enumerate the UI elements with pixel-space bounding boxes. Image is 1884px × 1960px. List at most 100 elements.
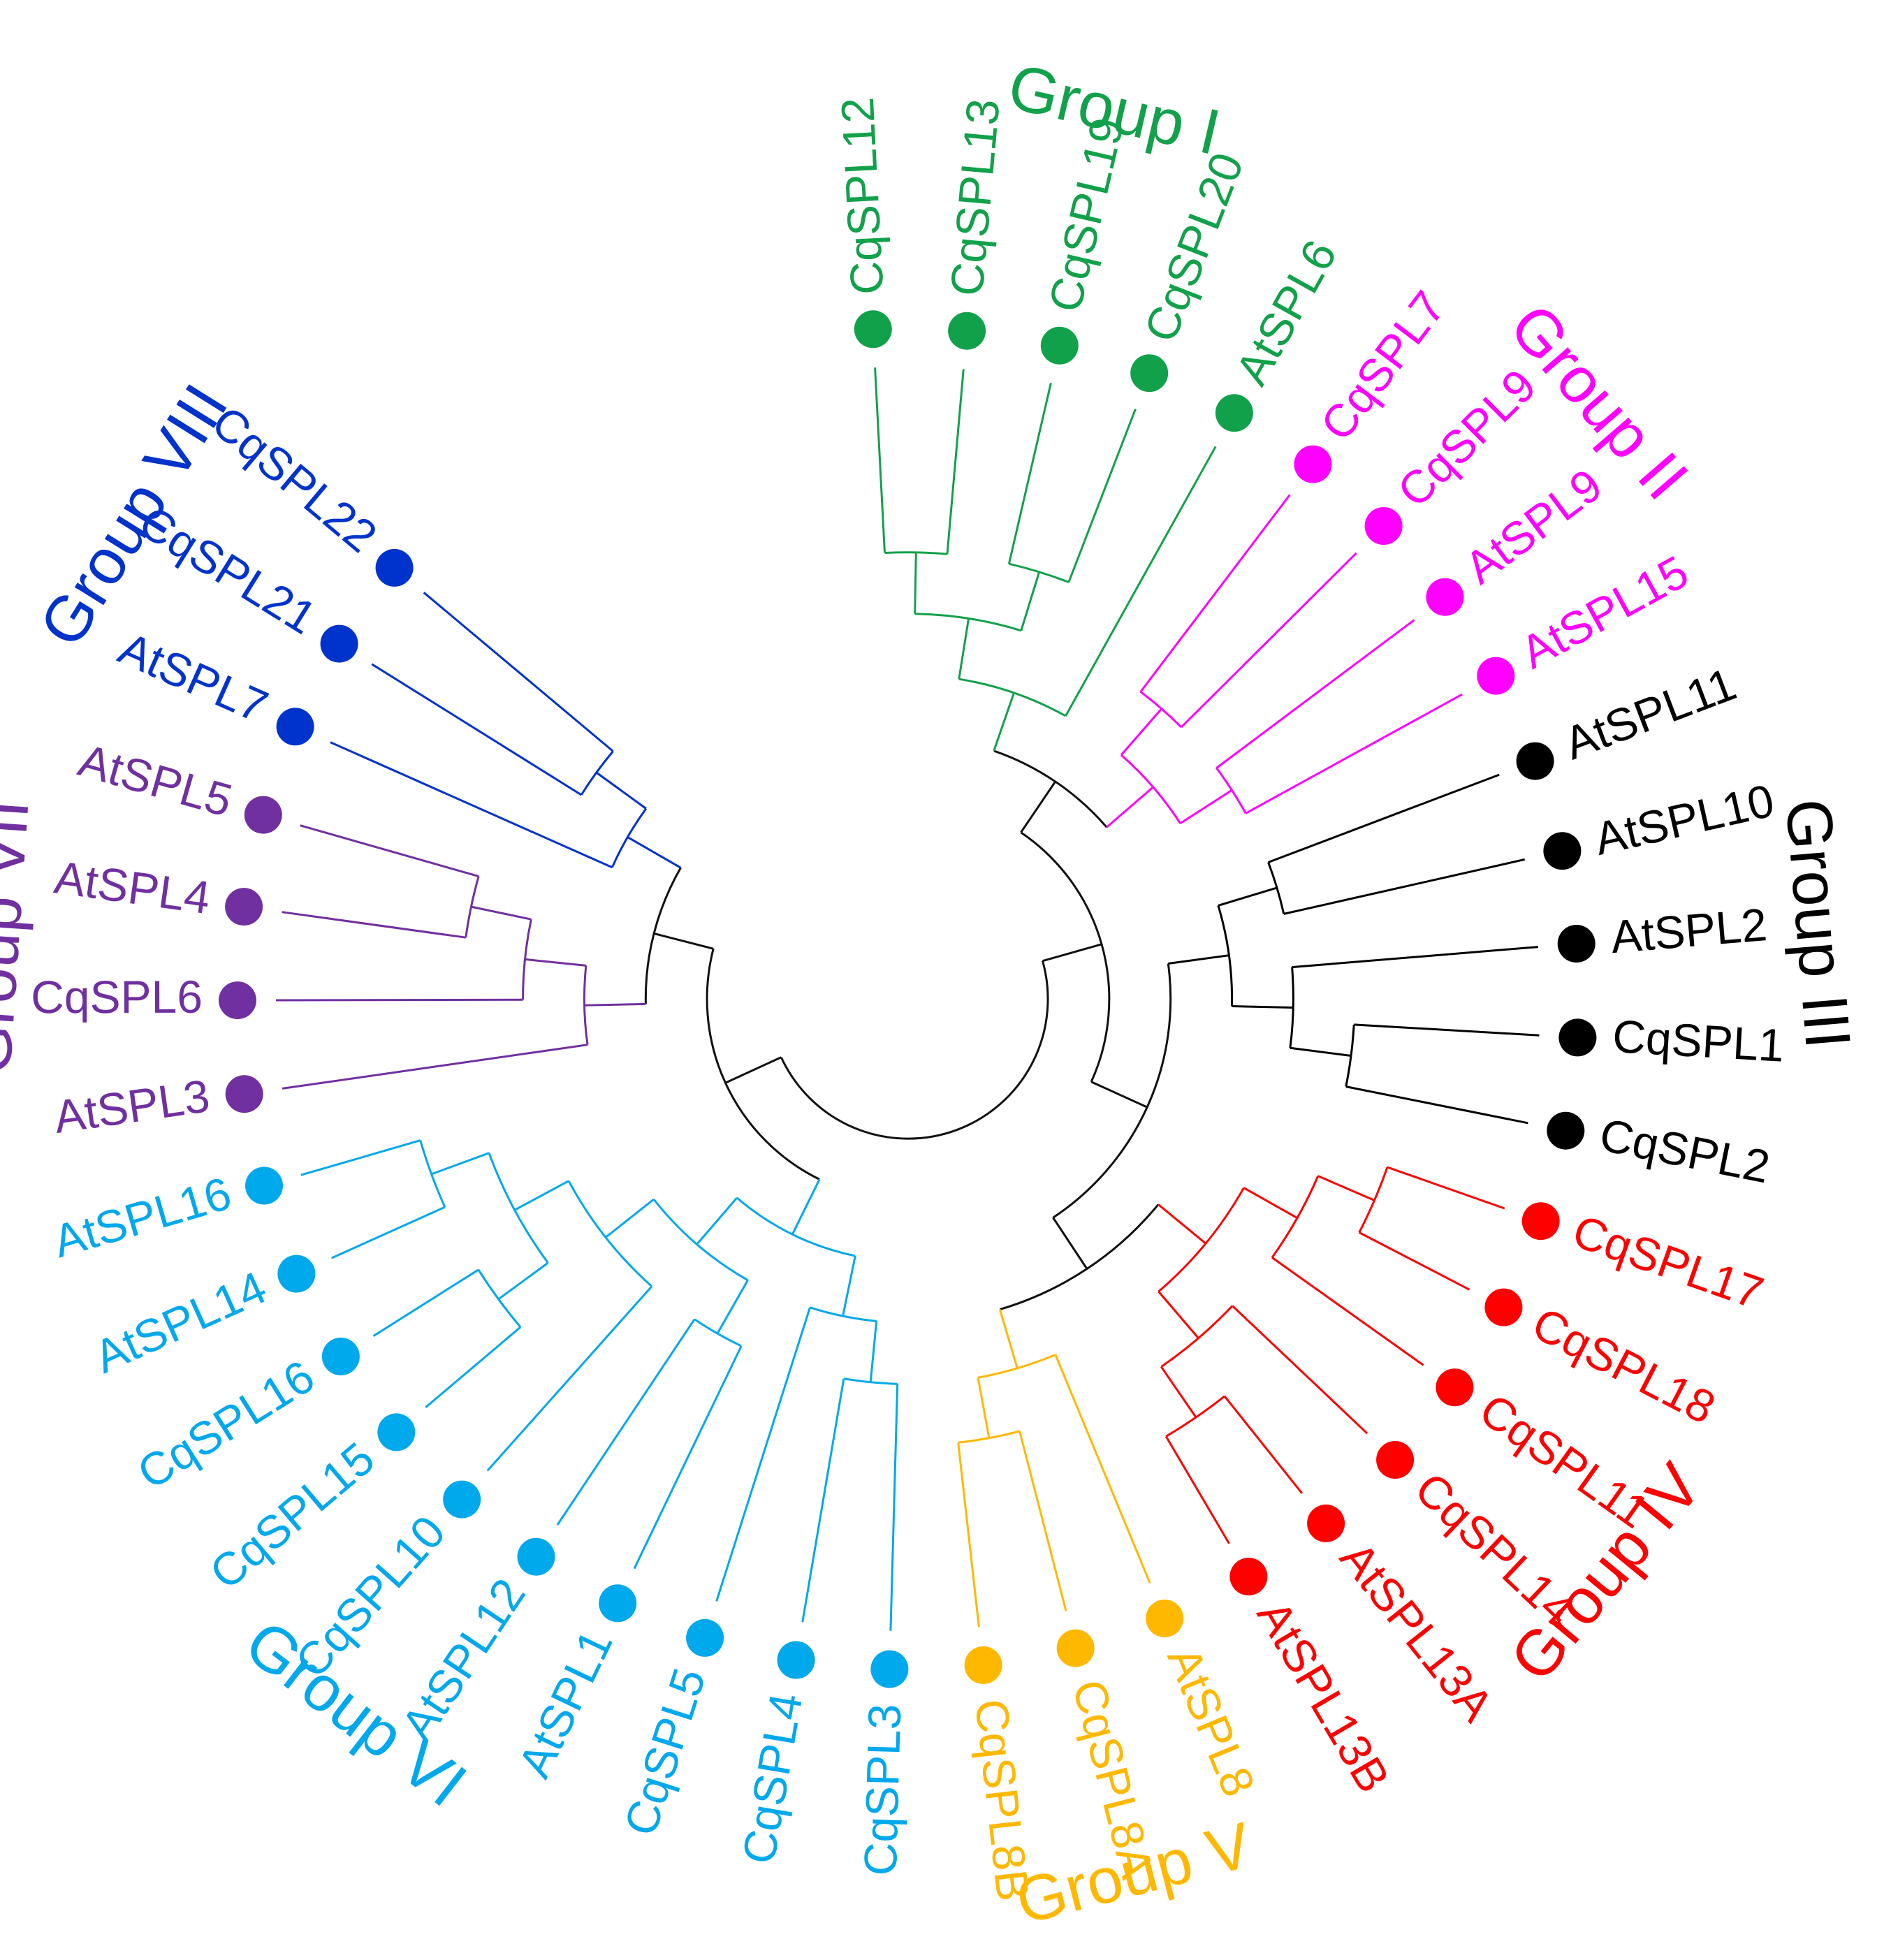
- branch-stem: [372, 1268, 479, 1337]
- leaf-markers: [219, 310, 1597, 1688]
- branch-arc: [977, 1354, 1056, 1379]
- leaf-label: AtSPL5: [73, 734, 238, 827]
- branch-stem: [282, 911, 467, 939]
- branch-stem: [914, 552, 917, 614]
- branch-stem: [1168, 954, 1229, 965]
- branch-arc: [780, 960, 1049, 1140]
- branch-stem: [1387, 1166, 1505, 1210]
- branch-stem: [715, 1307, 811, 1602]
- branch-stem: [1158, 1204, 1206, 1245]
- branch-stem: [1232, 1305, 1368, 1435]
- branch-arc: [1345, 1024, 1355, 1087]
- leaf-label: AtSPL6: [1225, 231, 1347, 393]
- branch-arc: [1165, 1395, 1225, 1438]
- leaf-marker: [1040, 326, 1079, 365]
- branch-arc: [1160, 1305, 1234, 1368]
- branch-stem: [497, 1261, 549, 1301]
- leaf-label: AtSPL7: [112, 622, 276, 732]
- branch-stem: [584, 1002, 646, 1007]
- branch-stem: [1065, 446, 1217, 717]
- leaf-marker: [1477, 657, 1515, 695]
- branch-stem: [486, 1285, 653, 1472]
- leaf-marker: [321, 1338, 360, 1375]
- leaf-marker: [1543, 832, 1582, 870]
- leaf-marker: [1516, 742, 1554, 780]
- leaf-marker: [1557, 925, 1595, 963]
- branch-arc: [567, 1180, 652, 1287]
- branch-arc: [488, 1153, 549, 1264]
- leaf-marker: [599, 1584, 637, 1623]
- leaf-label: AtSPL15: [1512, 546, 1697, 678]
- leaf-label: AtSPL13B: [1248, 1591, 1400, 1801]
- branch-stem: [1164, 1435, 1230, 1544]
- leaf-marker: [686, 1618, 724, 1657]
- branch-stem: [724, 1056, 782, 1084]
- group-label: Group VII: [0, 798, 43, 1077]
- leaf-marker: [870, 1650, 909, 1688]
- branch-stem: [842, 1255, 856, 1317]
- branch-arc: [583, 965, 589, 1045]
- leaf-marker: [1215, 394, 1253, 432]
- branch-stem: [1290, 1046, 1352, 1057]
- leaf-marker: [320, 624, 358, 663]
- branch-stem: [425, 1326, 522, 1408]
- branch-stem: [1106, 786, 1154, 828]
- branch-stem: [716, 1280, 749, 1334]
- branch-arc: [611, 807, 648, 868]
- branch-arc: [736, 1197, 856, 1257]
- leaf-label: AtSPL8: [1158, 1639, 1265, 1804]
- leaf-marker: [225, 1075, 263, 1113]
- branch-arc: [958, 678, 1067, 717]
- leaf-marker: [1307, 1504, 1345, 1542]
- leaf-marker: [1484, 1288, 1523, 1326]
- branch-stem: [1271, 1257, 1424, 1366]
- leaf-label: AtSPL3: [51, 1069, 213, 1143]
- branch-stem: [1120, 708, 1162, 756]
- branch-arc: [1120, 754, 1181, 824]
- leaf-label: AtSPL1: [508, 1622, 622, 1785]
- leaf-marker: [443, 1480, 481, 1519]
- leaf-marker: [1436, 1368, 1474, 1407]
- leaf-label: AtSPL10: [1590, 774, 1779, 865]
- branch-arc: [810, 1306, 877, 1322]
- branch-arc: [1009, 562, 1069, 583]
- leaf-marker: [219, 981, 256, 1020]
- branch-stem: [330, 741, 613, 869]
- branch-arc: [993, 749, 1108, 828]
- branch-stem: [330, 1206, 446, 1259]
- branch-stem: [1317, 1175, 1375, 1201]
- branch-stem: [1345, 1085, 1528, 1125]
- leaf-marker: [1130, 354, 1169, 393]
- leaf-marker: [777, 1641, 815, 1679]
- branch-stem: [471, 905, 532, 921]
- branch-stem: [1215, 619, 1415, 769]
- branch-stem: [300, 1139, 421, 1176]
- leaf-label: CqSPL20: [1134, 146, 1253, 349]
- branch-arc: [694, 1318, 742, 1347]
- leaf-marker: [1146, 1600, 1184, 1637]
- branch-stem: [1218, 886, 1278, 907]
- leaf-label: CqSPL1: [1611, 1010, 1786, 1072]
- branch-stem: [1232, 1005, 1294, 1009]
- leaf-marker: [245, 1167, 283, 1205]
- leaf-label: AtSPL4: [52, 851, 214, 923]
- branch-stem: [791, 1178, 821, 1235]
- branch-stem: [1268, 773, 1500, 863]
- branch-stem: [993, 692, 1015, 752]
- leaf-marker: [1376, 1441, 1415, 1479]
- branch-arc: [706, 948, 820, 1180]
- leaf-label: AtSPL14: [87, 1261, 274, 1382]
- leaf-label: CqSPL2: [1595, 1109, 1774, 1193]
- leaf-label: AtSPL9: [1455, 458, 1612, 593]
- group-label: Group VIII: [26, 372, 242, 659]
- branch-arc: [1139, 691, 1183, 729]
- leaf-label: CqSPL17: [1566, 1205, 1769, 1319]
- branch-stem: [696, 1197, 738, 1245]
- leaf-marker: [1056, 1629, 1095, 1667]
- branch-stem: [1067, 408, 1137, 583]
- leaf-label: CqSPL6: [31, 971, 203, 1023]
- branch-stem: [977, 1377, 991, 1438]
- leaf-marker: [225, 888, 263, 926]
- branch-stem: [946, 369, 965, 555]
